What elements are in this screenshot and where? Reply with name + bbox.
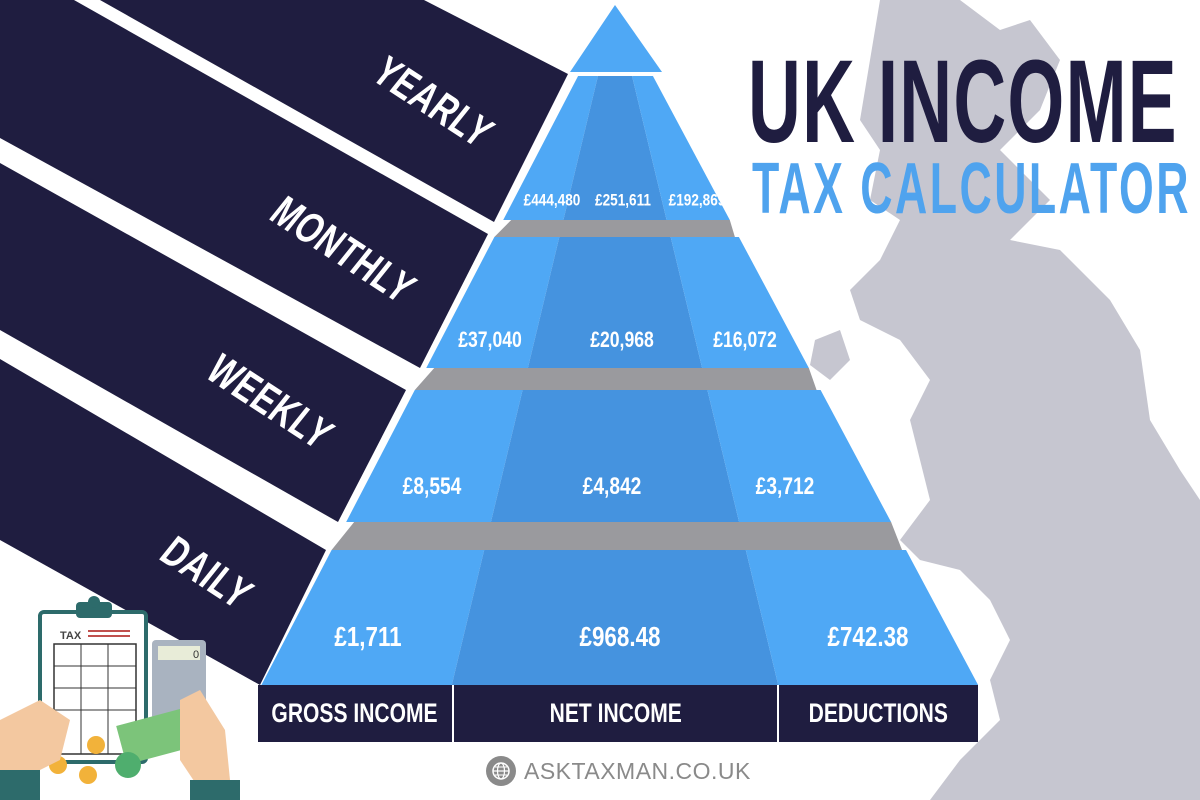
tier-yearly-deductions — [632, 76, 730, 220]
band-yearly — [100, 0, 568, 222]
calculator-display: 0 — [193, 649, 199, 661]
monthly-net: £20,968 — [590, 327, 654, 352]
yearly-gross: £444,480 — [523, 190, 581, 210]
tier-yearly-gross — [503, 76, 598, 220]
title-uk-income: UK INCOME — [748, 36, 1178, 168]
column-labels-bar: GROSS INCOME NET INCOME DEDUCTIONS — [258, 685, 978, 742]
tier-separator — [494, 220, 735, 237]
monthly-gross: £37,040 — [458, 327, 522, 352]
daily-gross: £1,711 — [334, 621, 402, 652]
uk-map — [850, 0, 1200, 800]
pyramid-tip — [570, 5, 662, 72]
footer: ASKTAXMAN.CO.UK — [486, 756, 751, 786]
monthly-deductions: £16,072 — [713, 327, 777, 352]
tier-separator — [331, 522, 903, 550]
weekly-gross: £8,554 — [402, 473, 462, 500]
band-monthly — [0, 0, 488, 368]
tier-weekly-gross — [346, 390, 523, 522]
uk-map-island — [810, 330, 850, 380]
tax-illustration: TAX 0 — [0, 596, 240, 800]
band-weekly — [0, 163, 406, 522]
tier-monthly-gross — [426, 237, 560, 368]
tier-daily-net — [451, 550, 779, 685]
clipboard-tax-label: TAX — [60, 630, 82, 642]
website-link[interactable]: ASKTAXMAN.CO.UK — [524, 757, 751, 784]
daily-deductions: £742.38 — [827, 621, 909, 652]
yearly-deductions: £192,869 — [668, 190, 726, 210]
tier-daily-gross — [261, 550, 485, 685]
weekly-net: £4,842 — [582, 473, 642, 500]
tier-separator — [414, 368, 817, 390]
tier-monthly-deductions — [670, 237, 809, 368]
pyramid — [261, 5, 979, 685]
yearly-net: £251,611 — [595, 190, 651, 210]
tier-daily-deductions — [745, 550, 979, 685]
tier-weekly-deductions — [707, 390, 892, 522]
tier-weekly-net — [490, 390, 740, 522]
column-gross-income: GROSS INCOME — [258, 685, 454, 742]
title-tax-calculator: TAX CALCULATOR — [752, 149, 1191, 229]
globe-icon — [486, 756, 516, 786]
daily-net: £968.48 — [579, 621, 661, 652]
tier-yearly-net — [563, 76, 667, 220]
weekly-deductions: £3,712 — [755, 473, 815, 500]
band-daily — [0, 359, 326, 685]
column-deductions: DEDUCTIONS — [808, 698, 949, 728]
tier-monthly-net — [527, 237, 703, 368]
column-net-income: NET INCOME — [454, 685, 779, 742]
